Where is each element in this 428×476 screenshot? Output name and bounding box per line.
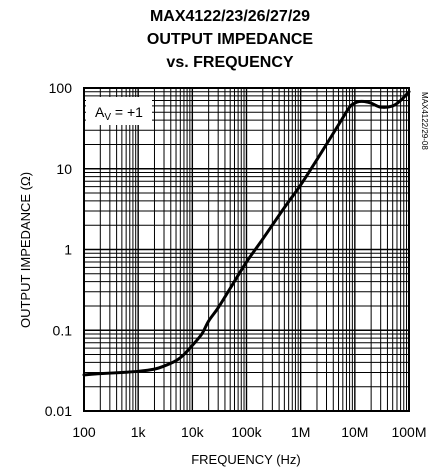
series xyxy=(82,90,411,377)
annotation-text: AV = +1 xyxy=(95,104,143,123)
chart-title-line-2: OUTPUT IMPEDANCE xyxy=(147,31,314,48)
y-tick-label: 1 xyxy=(64,242,72,258)
chart-title-line-1: MAX4122/23/26/27/29 xyxy=(150,8,310,25)
x-tick-label: 100 xyxy=(72,424,96,440)
y-tick-label: 0.01 xyxy=(45,403,72,419)
gain-annotation: AV = +1 xyxy=(86,97,152,125)
figure-side-label: MAX4122/29-08 xyxy=(420,92,428,150)
x-tick-label: 1M xyxy=(291,424,310,440)
x-axis-label: FREQUENCY (Hz) xyxy=(191,452,301,467)
impedance-curve xyxy=(82,90,411,377)
x-tick-labels: 100 1k 10k 100k 1M 10M 100M xyxy=(72,424,426,440)
x-tick-label: 10M xyxy=(341,424,368,440)
x-tick-label: 1k xyxy=(131,424,147,440)
y-tick-label: 10 xyxy=(56,161,72,177)
y-tick-label: 100 xyxy=(49,80,73,96)
annotation-box xyxy=(86,97,152,125)
y-axis-label: OUTPUT IMPEDANCE (Ω) xyxy=(18,172,33,328)
x-tick-label: 100M xyxy=(391,424,426,440)
chart-title-line-3: vs. FREQUENCY xyxy=(166,54,293,71)
grid xyxy=(83,88,409,412)
plot-frame xyxy=(83,87,410,412)
y-tick-label: 0.1 xyxy=(53,322,73,338)
y-tick-labels: 0.01 0.1 1 10 100 xyxy=(45,80,72,419)
x-tick-label: 10k xyxy=(181,424,205,440)
x-tick-label: 100k xyxy=(231,424,262,440)
